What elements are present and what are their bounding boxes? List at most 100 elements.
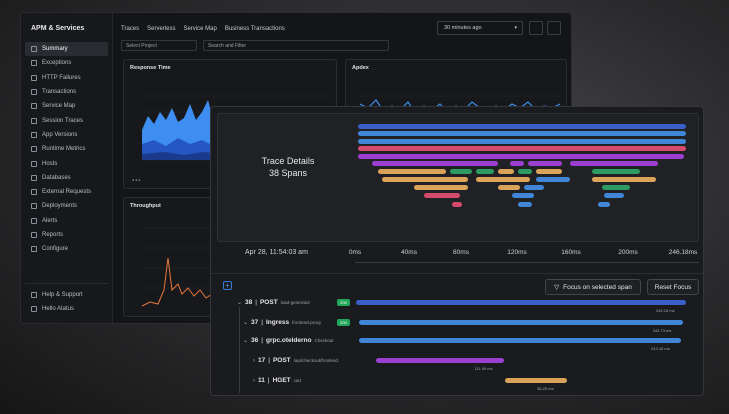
- span-duration: 243.73 ms: [652, 328, 672, 333]
- span-row[interactable]: › 17 | POST/api/checkout/frontend 111.49 ms: [211, 357, 703, 379]
- span-bar[interactable]: [378, 169, 446, 175]
- span-bar[interactable]: [604, 193, 624, 199]
- span-bar[interactable]: [382, 177, 468, 183]
- span-bar[interactable]: [518, 201, 532, 207]
- span-bar[interactable]: [536, 169, 562, 175]
- chevron-down-icon[interactable]: ⌄: [243, 338, 249, 344]
- tab-serverless[interactable]: Serverless: [147, 26, 176, 32]
- span-row[interactable]: › 11 | HGET cart 56.25 ms: [211, 377, 703, 395]
- version-icon: [31, 131, 37, 138]
- span-bar[interactable]: [592, 177, 656, 183]
- chevron-down-icon[interactable]: ⌄: [243, 320, 249, 326]
- search-input[interactable]: Search and Filter: [203, 40, 389, 51]
- span-bar[interactable]: [498, 169, 514, 175]
- deploy-icon: [31, 203, 37, 210]
- sidebar-item-label: Databases: [42, 174, 71, 181]
- tab-service-map[interactable]: Service Map: [183, 26, 217, 32]
- span-bar[interactable]: [570, 161, 658, 166]
- expand-all-icon[interactable]: +: [223, 281, 232, 290]
- help-icon: [31, 292, 37, 299]
- span-bar[interactable]: [358, 153, 684, 159]
- sidebar-item-label: Runtime Metrics: [42, 146, 86, 153]
- sidebar-item-hello-atatus[interactable]: Hello Atatus: [25, 302, 108, 316]
- sidebar-item-external-requests[interactable]: External Requests: [25, 185, 108, 199]
- sidebar-item-app-versions[interactable]: App Versions: [25, 128, 108, 142]
- sidebar-item-session-traces[interactable]: Session Traces: [25, 113, 108, 127]
- span-bar[interactable]: [372, 161, 498, 166]
- sidebar-item-alerts[interactable]: Alerts: [25, 214, 108, 228]
- sidebar-item-reports[interactable]: Reports: [25, 228, 108, 242]
- trace-title: Trace Details: [261, 156, 315, 166]
- apdex-title: Apdex: [352, 65, 369, 71]
- sidebar-item-runtime-metrics[interactable]: Runtime Metrics: [25, 142, 108, 156]
- time-range-label: 30 minutes ago: [444, 25, 482, 31]
- sidebar-item-databases[interactable]: Databases: [25, 171, 108, 185]
- span-bar[interactable]: [452, 201, 462, 207]
- span-bar[interactable]: [504, 378, 568, 383]
- span-bar[interactable]: [602, 185, 630, 191]
- span-row[interactable]: ⌄ 37 | Ingress frontend-proxy 200 243.73 ms: [211, 319, 703, 341]
- span-bar[interactable]: [359, 320, 683, 325]
- span-bar[interactable]: [358, 138, 686, 144]
- span-bar[interactable]: [524, 185, 544, 191]
- span-bar[interactable]: [476, 177, 530, 183]
- span-bar[interactable]: [414, 185, 468, 191]
- span-row[interactable]: ⌄ 36 | grpc.otelderno Checkout 243.18 ms: [211, 337, 703, 359]
- monitor-icon[interactable]: [547, 21, 561, 35]
- sidebar-item-transactions[interactable]: Transactions: [25, 85, 108, 99]
- chevron-right-icon[interactable]: ›: [253, 357, 255, 364]
- tab-business-transactions[interactable]: Business Transactions: [224, 26, 285, 32]
- sidebar-item-label: Service Map: [42, 103, 76, 110]
- config-icon: [31, 246, 37, 253]
- span-bar[interactable]: [359, 338, 682, 343]
- span-row[interactable]: ⌄ 38 | POST load-generator 200 246.18 ms: [211, 299, 703, 321]
- span-bar[interactable]: [536, 177, 570, 183]
- span-bar[interactable]: [498, 185, 520, 191]
- span-bar[interactable]: [518, 169, 532, 175]
- focus-span-button[interactable]: ▽ Focus on selected span: [545, 279, 641, 295]
- sidebar-item-service-map[interactable]: Service Map: [25, 99, 108, 113]
- span-name: grpc.otelderno: [265, 337, 312, 344]
- sidebar: APM & Services Summary Exceptions HTTP Fai…: [21, 13, 113, 323]
- span-bar[interactable]: [358, 124, 686, 129]
- sidebar-item-http-failures[interactable]: HTTP Failures: [25, 71, 108, 85]
- chevron-down-icon[interactable]: ⌄: [237, 300, 243, 306]
- span-bar[interactable]: [598, 201, 610, 207]
- sidebar-item-configure[interactable]: Configure: [25, 242, 108, 256]
- sidebar-item-label: Transactions: [42, 89, 77, 96]
- sidebar-item-label: Reports: [42, 232, 64, 238]
- refresh-icon[interactable]: [529, 21, 543, 35]
- sidebar-item-exceptions[interactable]: Exceptions: [25, 56, 108, 70]
- sidebar-item-deployments[interactable]: Deployments: [25, 199, 108, 213]
- time-range-select[interactable]: 30 minutes ago ▾: [437, 21, 523, 35]
- span-bar[interactable]: [358, 146, 686, 152]
- sidebar-item-summary[interactable]: Summary: [25, 42, 108, 57]
- tick-label: 0ms: [348, 249, 362, 256]
- reset-focus-button[interactable]: Reset Focus: [647, 279, 699, 295]
- status-badge: 200: [337, 299, 350, 306]
- span-bar[interactable]: [356, 300, 686, 305]
- sidebar-item-help-support[interactable]: Help & Support: [25, 288, 108, 302]
- span-bar[interactable]: [375, 358, 505, 363]
- span-label: ⌄ 38 | POST load-generator: [237, 299, 310, 306]
- span-number: 37: [251, 319, 259, 326]
- span-bar[interactable]: [476, 169, 494, 175]
- separator: |: [261, 319, 263, 326]
- project-select[interactable]: Select Project: [121, 40, 197, 51]
- chevron-right-icon[interactable]: ›: [253, 377, 255, 384]
- span-duration: 56.25 ms: [537, 386, 554, 391]
- sidebar-item-hosts[interactable]: Hosts: [25, 156, 108, 170]
- span-service: Checkout: [314, 338, 334, 343]
- span-bar[interactable]: [512, 193, 534, 199]
- span-bar[interactable]: [358, 131, 686, 137]
- sidebar-item-label: Exceptions: [42, 60, 72, 67]
- tab-traces[interactable]: Traces: [121, 26, 140, 32]
- span-bar[interactable]: [510, 161, 524, 166]
- span-bar[interactable]: [424, 193, 460, 199]
- sidebar-item-label: External Requests: [42, 189, 92, 196]
- span-bar[interactable]: [592, 169, 640, 175]
- span-bar[interactable]: [528, 161, 562, 166]
- throughput-title: Throughput: [130, 203, 161, 209]
- span-bar[interactable]: [450, 169, 472, 175]
- tick-label: 80ms: [453, 249, 469, 256]
